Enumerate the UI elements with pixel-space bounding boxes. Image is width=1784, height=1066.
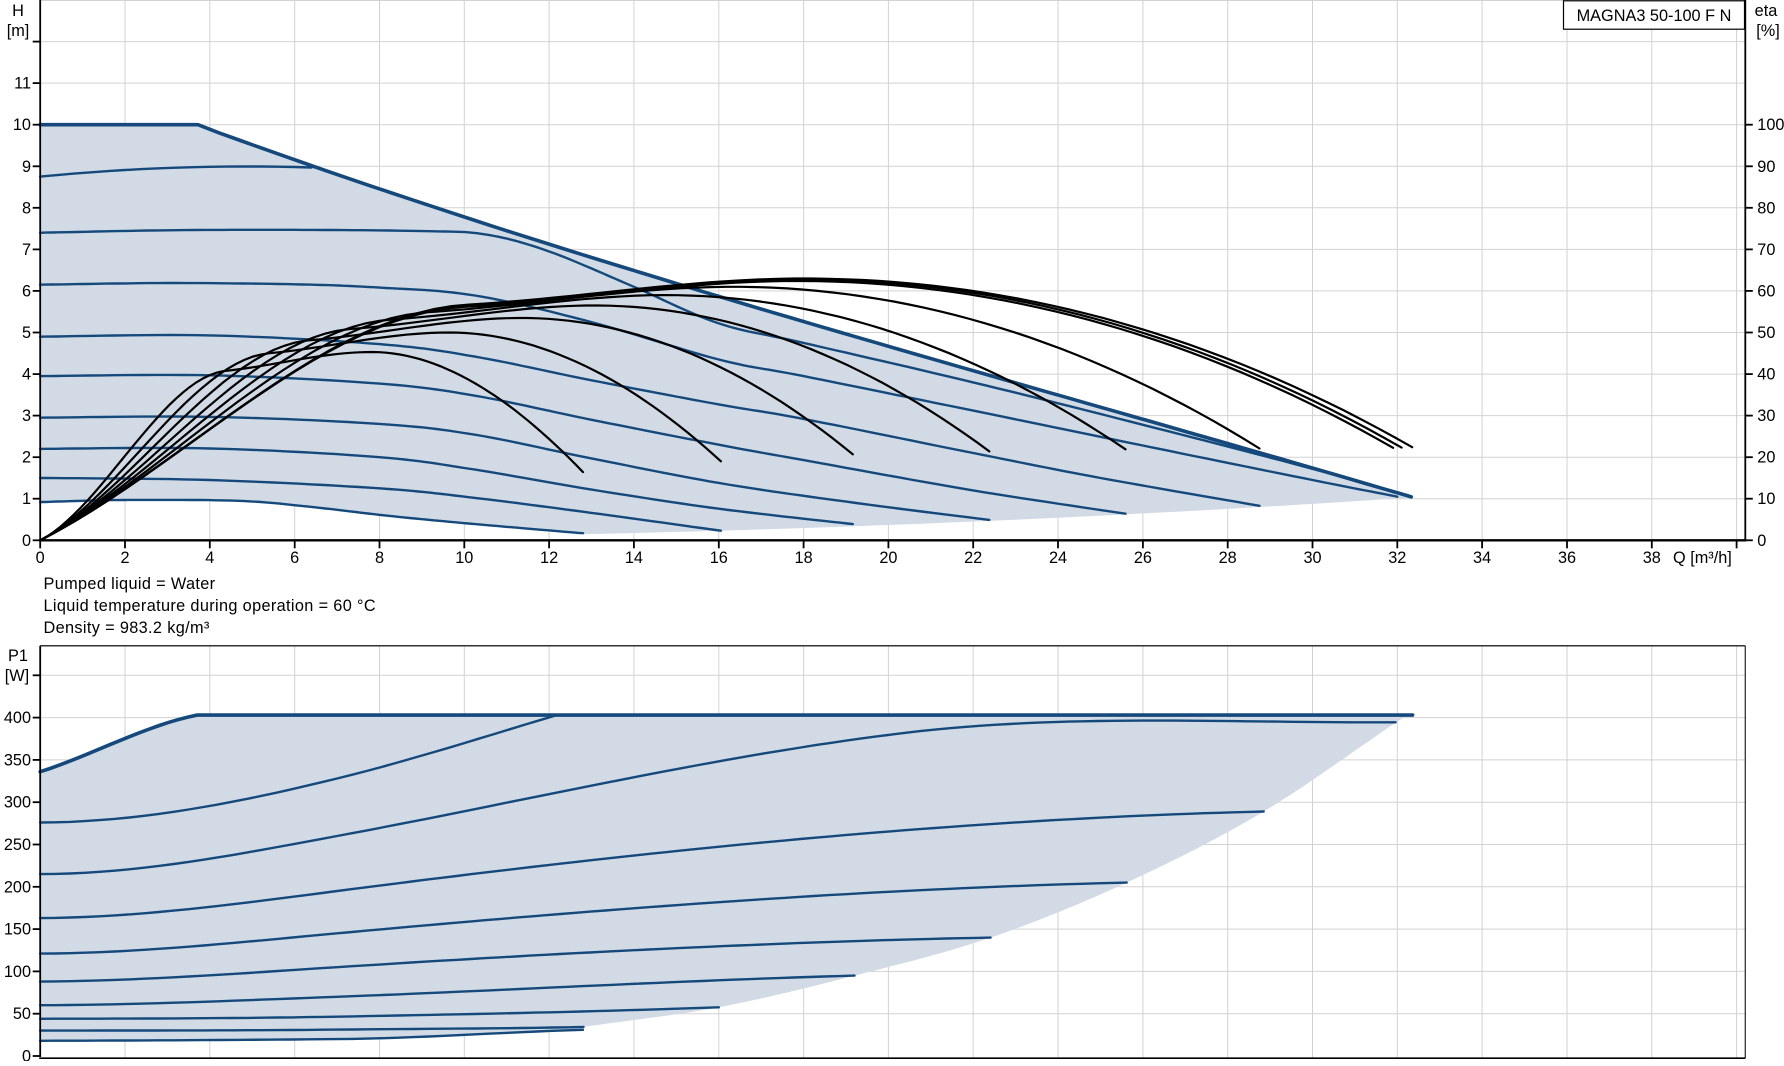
svg-text:100: 100 [1757, 116, 1784, 134]
svg-text:350: 350 [4, 751, 31, 769]
svg-text:26: 26 [1134, 549, 1152, 567]
svg-text:200: 200 [4, 878, 31, 896]
svg-text:16: 16 [710, 549, 728, 567]
svg-text:H: H [12, 2, 24, 20]
svg-text:12: 12 [540, 549, 558, 567]
svg-text:36: 36 [1558, 549, 1576, 567]
svg-text:38: 38 [1643, 549, 1661, 567]
svg-text:22: 22 [964, 549, 982, 567]
svg-text:0: 0 [1757, 532, 1766, 550]
svg-text:Q [m³/h]: Q [m³/h] [1673, 549, 1732, 567]
svg-text:[m]: [m] [7, 22, 30, 40]
svg-text:18: 18 [795, 549, 813, 567]
svg-text:Liquid temperature during oper: Liquid temperature during operation = 60… [44, 597, 376, 615]
svg-text:60: 60 [1757, 282, 1775, 300]
svg-text:6: 6 [290, 549, 299, 567]
svg-text:Pumped liquid = Water: Pumped liquid = Water [44, 575, 216, 593]
svg-text:4: 4 [22, 366, 31, 384]
svg-text:30: 30 [1303, 549, 1321, 567]
svg-text:14: 14 [625, 549, 643, 567]
svg-text:50: 50 [1757, 324, 1775, 342]
svg-text:0: 0 [22, 1048, 31, 1062]
svg-text:7: 7 [22, 241, 31, 259]
svg-text:100: 100 [4, 963, 31, 981]
svg-text:8: 8 [22, 199, 31, 217]
svg-text:11: 11 [14, 75, 31, 93]
svg-text:6: 6 [22, 282, 31, 300]
svg-text:300: 300 [4, 794, 31, 812]
svg-text:40: 40 [1757, 366, 1775, 384]
svg-text:5: 5 [22, 324, 31, 342]
svg-text:MAGNA3 50-100 F N: MAGNA3 50-100 F N [1577, 7, 1732, 25]
svg-text:4: 4 [205, 549, 214, 567]
svg-text:80: 80 [1757, 199, 1775, 217]
svg-text:24: 24 [1049, 549, 1067, 567]
svg-text:8: 8 [375, 549, 384, 567]
svg-text:70: 70 [1757, 241, 1775, 259]
svg-text:10: 10 [13, 116, 31, 134]
svg-text:10: 10 [455, 549, 473, 567]
svg-text:10: 10 [1757, 490, 1775, 508]
svg-text:28: 28 [1219, 549, 1237, 567]
svg-text:34: 34 [1473, 549, 1491, 567]
svg-text:3: 3 [22, 407, 31, 425]
svg-text:50: 50 [13, 1005, 31, 1023]
svg-text:eta: eta [1755, 2, 1779, 20]
svg-text:2: 2 [22, 449, 31, 467]
svg-text:2: 2 [120, 549, 129, 567]
svg-text:[W]: [W] [5, 667, 29, 685]
svg-text:Density = 983.2 kg/m³: Density = 983.2 kg/m³ [44, 619, 210, 637]
svg-text:0: 0 [36, 549, 45, 567]
svg-text:400: 400 [4, 709, 31, 727]
svg-text:0: 0 [22, 532, 31, 550]
svg-text:250: 250 [4, 836, 31, 854]
svg-text:150: 150 [4, 921, 31, 939]
svg-text:20: 20 [1757, 449, 1775, 467]
svg-text:30: 30 [1757, 407, 1775, 425]
svg-text:32: 32 [1388, 549, 1406, 567]
svg-text:[%]: [%] [1756, 22, 1780, 40]
svg-text:1: 1 [22, 490, 31, 508]
svg-text:9: 9 [22, 158, 31, 176]
svg-text:20: 20 [879, 549, 897, 567]
svg-text:P1: P1 [8, 647, 28, 665]
svg-text:90: 90 [1757, 158, 1775, 176]
